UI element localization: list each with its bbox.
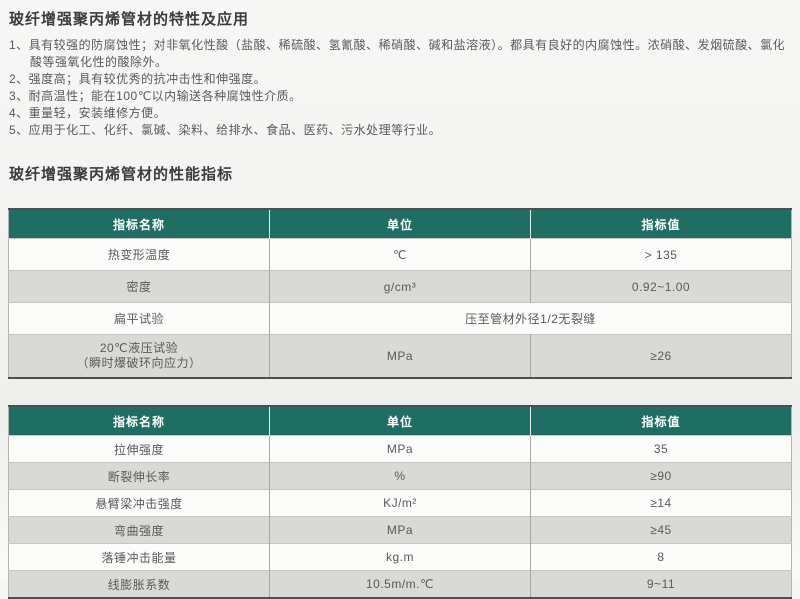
spec-unit-cell: 10.5m/m.℃ xyxy=(269,570,531,598)
spec-name-cell: 拉伸强度 xyxy=(8,435,270,463)
spec-value-cell: 35 xyxy=(530,435,792,463)
table-row: 20℃液压试验 （瞬时爆破环向应力） MPa ≥26 xyxy=(8,334,792,378)
spec-unit-cell: ℃ xyxy=(269,238,531,271)
spec-value-cell: 8 xyxy=(530,543,792,571)
spec-value-cell: > 135 xyxy=(530,238,792,271)
spec-unit-cell: MPa xyxy=(269,435,531,463)
spec-unit-cell: % xyxy=(269,462,531,490)
spec-value-cell: ≥26 xyxy=(530,334,792,378)
table-row: 热变形温度 ℃ > 135 xyxy=(8,238,792,271)
spec-value-cell: ≥90 xyxy=(530,462,792,490)
table-row: 拉伸强度 MPa 35 xyxy=(8,435,792,463)
spec-table-physical: 指标名称 单位 指标值 热变形温度 ℃ > 135 密度 g/cm³ 0.92~1.00 扁平试验… xyxy=(8,208,792,379)
table-row: 断裂伸长率% ≥90 xyxy=(8,462,792,490)
feature-list: 1、具有较强的防腐蚀性；对非氧化性酸（盐酸、稀硫酸、氢氰酸、稀硝酸、碱和盐溶液）… xyxy=(9,37,790,139)
column-header: 指标值 xyxy=(530,209,792,239)
spec-name-cell: 热变形温度 xyxy=(8,238,270,271)
document-title: 玻纤增强聚丙烯管材的特性及应用 xyxy=(9,11,250,28)
spec-unit-cell: g/cm³ xyxy=(269,270,531,303)
performance-section-title: 玻纤增强聚丙烯管材的性能指标 xyxy=(9,166,234,183)
spec-name-cell: 扁平试验 xyxy=(8,302,270,335)
table-header-row: 指标名称 单位 指标值 xyxy=(8,209,792,239)
feature-item: 5、应用于化工、化纤、氯碱、染料、给排水、食品、医药、污水处理等行业。 xyxy=(9,123,442,137)
spec-name-cell: 20℃液压试验 （瞬时爆破环向应力） xyxy=(8,334,270,378)
table-row: 弯曲强度 MPa ≥45 xyxy=(8,516,792,544)
column-header: 指标值 xyxy=(530,406,792,436)
spec-name-cell: 断裂伸长率 xyxy=(8,462,270,490)
spec-name-cell: 密度 xyxy=(8,270,270,303)
feature-item: 4、重量轻，安装维修方便。 xyxy=(9,106,167,120)
table-row: 线膨胀系数 10.5m/m.℃ 9~11 xyxy=(8,570,792,598)
table-row: 落锤冲击能量 kg.m 8 xyxy=(8,543,792,571)
column-header: 单位 xyxy=(269,209,531,239)
feature-item: 2、强度高；具有较优秀的抗冲击性和伸强度。 xyxy=(9,72,267,86)
spec-value-cell: 0.92~1.00 xyxy=(530,270,792,303)
column-header: 单位 xyxy=(269,406,531,436)
spec-unit-cell: MPa xyxy=(269,516,531,544)
spec-unit-cell: kg.m xyxy=(269,543,531,571)
spec-unit-cell: KJ/m² xyxy=(269,489,531,517)
merged-value-cell: 压至管材外径1/2无裂缝 xyxy=(269,302,792,335)
table-header-row: 指标名称 单位 指标值 xyxy=(8,406,792,436)
spec-value-cell: ≥14 xyxy=(530,489,792,517)
feature-item: 1、具有较强的防腐蚀性；对非氧化性酸（盐酸、稀硫酸、氢氰酸、稀硝酸、碱和盐溶液）… xyxy=(9,38,786,69)
spec-name-cell: 弯曲强度 xyxy=(8,516,270,544)
column-header: 指标名称 xyxy=(8,406,270,436)
column-header: 指标名称 xyxy=(8,209,270,239)
table-row: 扁平试验 压至管材外径1/2无裂缝 xyxy=(8,302,792,335)
spec-value-cell: 9~11 xyxy=(530,570,792,598)
spec-value-cell: ≥45 xyxy=(530,516,792,544)
table-row: 密度 g/cm³ 0.92~1.00 xyxy=(8,270,792,303)
document-page: 玻纤增强聚丙烯管材的特性及应用 1、具有较强的防腐蚀性；对非氧化性酸（盐酸、稀硫… xyxy=(8,11,792,599)
table-row: 悬臂梁冲击强度 KJ/m² ≥14 xyxy=(8,489,792,517)
spec-table-mechanical: 指标名称 单位 指标值 拉伸强度 MPa 35 断裂伸长率% ≥90 悬臂梁冲击强度 KJ/m² ≥… xyxy=(8,405,792,599)
spec-name-cell: 落锤冲击能量 xyxy=(8,543,270,571)
spec-name-cell: 悬臂梁冲击强度 xyxy=(8,489,270,517)
feature-item: 3、耐高温性；能在100℃以内输送各种腐蚀性介质。 xyxy=(9,89,302,103)
spec-unit-cell: MPa xyxy=(269,334,531,378)
spec-name-cell: 线膨胀系数 xyxy=(8,570,270,598)
